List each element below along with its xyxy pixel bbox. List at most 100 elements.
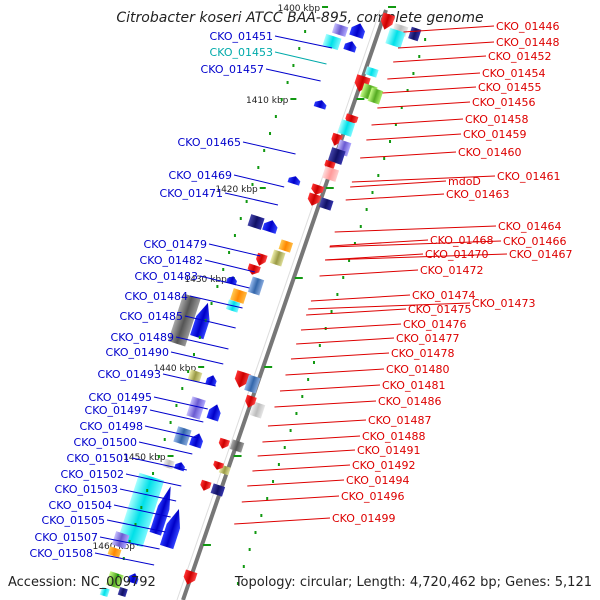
track-dot: [239, 217, 362, 228]
gene-label: CKO_01452: [488, 50, 551, 63]
gene-label: CKO_01465: [178, 136, 241, 149]
gene-feature: [213, 460, 225, 470]
track-dot: [140, 506, 263, 517]
gene-label: CKO_01476: [403, 318, 466, 331]
left-label-3: CKO_01465: [178, 136, 241, 149]
gene-label: CKO_01471: [160, 187, 223, 200]
gene-feature: [247, 276, 265, 296]
right-label-31: CKO_01494: [346, 474, 409, 487]
gene-feature: [245, 394, 257, 408]
gene-feature: [111, 531, 130, 549]
track-dot: [163, 438, 286, 449]
right-label-3: CKO_01454: [482, 67, 545, 80]
gene-label: CKO_01455: [478, 81, 541, 94]
left-label-22: CKO_01505: [42, 514, 105, 527]
right-label-6: CKO_01458: [465, 113, 528, 126]
accession-value: NC_009792: [80, 575, 156, 590]
gene-feature: [218, 437, 230, 449]
track-dot: [169, 421, 292, 432]
gene-feature: [349, 23, 365, 39]
left-label-24: CKO_01508: [30, 547, 93, 560]
accession-line: Accession: NC_009792: [8, 575, 156, 590]
length-value: 4,720,462 bp: [409, 575, 497, 590]
gene-label: CKO_01491: [357, 444, 420, 457]
gene-features: [99, 12, 422, 598]
gene-feature: [117, 472, 165, 548]
gene-label: CKO_01499: [332, 512, 395, 525]
track-dot: [128, 540, 251, 551]
gene-feature: [127, 573, 139, 585]
gene-label: CKO_01496: [341, 490, 404, 503]
right-label-14: CKO_01467: [509, 248, 572, 261]
left-label-0: CKO_01451: [210, 30, 273, 43]
gene-label: CKO_01456: [472, 96, 535, 109]
genes-value: 5,121: [554, 575, 592, 590]
gene-feature: [229, 439, 245, 453]
right-label-10: mdoD: [448, 175, 481, 188]
separator: ;: [347, 575, 357, 590]
right-label-4: CKO_01455: [478, 81, 541, 94]
left-label-8: CKO_01483: [135, 270, 198, 283]
gene-label: CKO_01508: [30, 547, 93, 560]
right-label-0: CKO_01446: [496, 20, 559, 33]
gene-label: CKO_01497: [85, 404, 148, 417]
track-dot: [233, 234, 356, 245]
gene-feature: [262, 220, 278, 234]
gene-label: CKO_01507: [35, 531, 98, 544]
track-dot: [157, 455, 280, 466]
right-label-32: CKO_01496: [341, 490, 404, 503]
gene-feature: [159, 508, 181, 550]
left-label-2: CKO_01457: [201, 63, 264, 76]
left-label-17: CKO_01500: [74, 436, 137, 449]
gene-label: CKO_01458: [465, 113, 528, 126]
track-dot: [298, 47, 421, 58]
gene-label: CKO_01500: [74, 436, 137, 449]
tick-label: 1440 kbp: [154, 364, 197, 374]
gene-feature: [210, 483, 226, 497]
gene-label: CKO_01473: [472, 297, 535, 310]
length-label: Length:: [356, 575, 406, 590]
track-dot: [198, 336, 321, 347]
gene-label: CKO_01484: [125, 290, 188, 303]
gene-feature: [385, 27, 406, 49]
left-label-11: CKO_01489: [111, 331, 174, 344]
backbone: [176, 9, 388, 600]
right-label-2: CKO_01452: [488, 50, 551, 63]
gene-label: CKO_01477: [396, 332, 459, 345]
gene-feature: [106, 571, 124, 589]
right-label-30: CKO_01492: [352, 459, 415, 472]
track-dot: [251, 183, 374, 194]
right-label-28: CKO_01488: [362, 430, 425, 443]
left-label-10: CKO_01485: [120, 310, 183, 323]
gene-label: CKO_01474: [412, 289, 475, 302]
left-label-7: CKO_01482: [140, 254, 203, 267]
right-label-17: CKO_01472: [420, 264, 483, 277]
gene-label: CKO_01478: [391, 347, 454, 360]
track-dot: [146, 489, 269, 500]
gene-feature: [244, 374, 261, 394]
gene-label: CKO_01459: [463, 128, 526, 141]
gene-label: CKO_01479: [144, 238, 207, 251]
tick-0: 1400 kbp: [278, 4, 397, 14]
left-label-13: CKO_01493: [98, 368, 161, 381]
track-dot: [192, 353, 315, 364]
tick-label: 1400 kbp: [278, 4, 321, 14]
gene-label: CKO_01460: [458, 146, 521, 159]
right-label-7: CKO_01459: [463, 128, 526, 141]
gene-feature: [343, 41, 357, 53]
gene-label: CKO_01492: [352, 459, 415, 472]
gene-feature: [190, 302, 210, 340]
gene-label: CKO_01481: [382, 379, 445, 392]
gene-feature: [200, 479, 212, 491]
accession-label: Accession:: [8, 575, 77, 590]
track-dot: [175, 404, 298, 415]
tick-5: 1450 kbp: [123, 453, 242, 463]
gene-label: CKO_01469: [169, 169, 232, 182]
gene-feature: [107, 546, 122, 558]
right-label-13: CKO_01466: [503, 235, 566, 248]
left-label-12: CKO_01490: [106, 346, 169, 359]
gene-label: CKO_01464: [498, 220, 561, 233]
gene-feature: [117, 586, 128, 598]
track-dot: [187, 370, 310, 381]
gene-feature: [278, 239, 294, 253]
